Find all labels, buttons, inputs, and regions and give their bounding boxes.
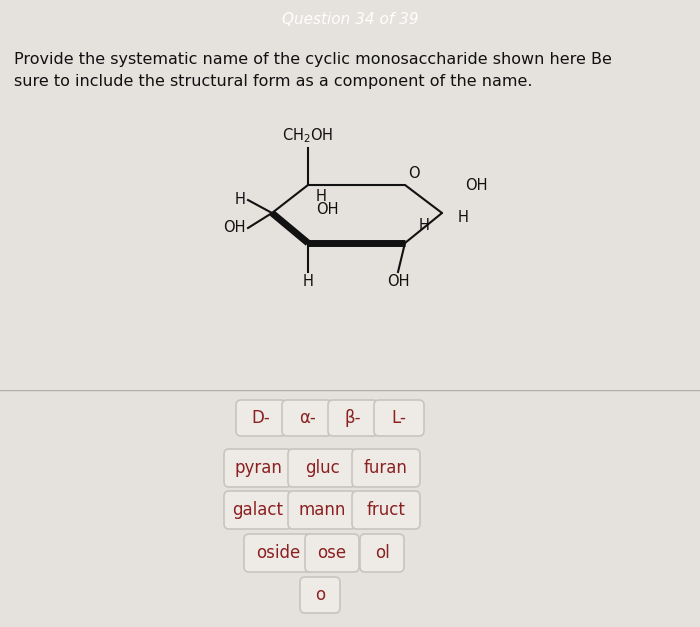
Text: Provide the systematic name of the cyclic monosaccharide shown here Be: Provide the systematic name of the cycli… bbox=[14, 52, 612, 67]
FancyBboxPatch shape bbox=[352, 449, 420, 487]
FancyBboxPatch shape bbox=[305, 534, 359, 572]
Text: α-: α- bbox=[299, 409, 316, 427]
Text: ol: ol bbox=[374, 544, 389, 562]
FancyBboxPatch shape bbox=[300, 577, 340, 613]
Text: Question 34 of 39: Question 34 of 39 bbox=[281, 11, 419, 26]
FancyBboxPatch shape bbox=[352, 491, 420, 529]
Text: OH: OH bbox=[223, 221, 246, 236]
Text: pyran: pyran bbox=[234, 459, 282, 477]
FancyBboxPatch shape bbox=[374, 400, 424, 436]
Text: oside: oside bbox=[256, 544, 300, 562]
Text: OH: OH bbox=[465, 177, 487, 192]
FancyBboxPatch shape bbox=[360, 534, 404, 572]
FancyBboxPatch shape bbox=[328, 400, 378, 436]
Text: sure to include the structural form as a component of the name.: sure to include the structural form as a… bbox=[14, 74, 533, 89]
FancyBboxPatch shape bbox=[288, 449, 356, 487]
Text: mann: mann bbox=[298, 501, 346, 519]
Text: L-: L- bbox=[391, 409, 407, 427]
FancyBboxPatch shape bbox=[224, 449, 292, 487]
Text: H: H bbox=[235, 192, 246, 208]
Text: furan: furan bbox=[364, 459, 408, 477]
Text: H: H bbox=[302, 274, 314, 289]
Text: O: O bbox=[408, 166, 419, 181]
FancyBboxPatch shape bbox=[236, 400, 286, 436]
FancyBboxPatch shape bbox=[244, 534, 312, 572]
Text: o: o bbox=[315, 586, 325, 604]
Text: OH: OH bbox=[316, 202, 339, 217]
Text: β-: β- bbox=[344, 409, 361, 427]
FancyBboxPatch shape bbox=[282, 400, 332, 436]
Text: fruct: fruct bbox=[367, 501, 405, 519]
Text: gluc: gluc bbox=[304, 459, 340, 477]
Text: CH$_2$OH: CH$_2$OH bbox=[282, 126, 334, 145]
Text: D-: D- bbox=[251, 409, 270, 427]
FancyBboxPatch shape bbox=[288, 491, 356, 529]
Text: H: H bbox=[458, 211, 469, 226]
Text: ose: ose bbox=[317, 544, 346, 562]
Text: H: H bbox=[316, 189, 327, 204]
Text: galact: galact bbox=[232, 501, 284, 519]
FancyBboxPatch shape bbox=[224, 491, 292, 529]
Text: OH: OH bbox=[386, 274, 410, 289]
Text: H: H bbox=[419, 218, 430, 233]
